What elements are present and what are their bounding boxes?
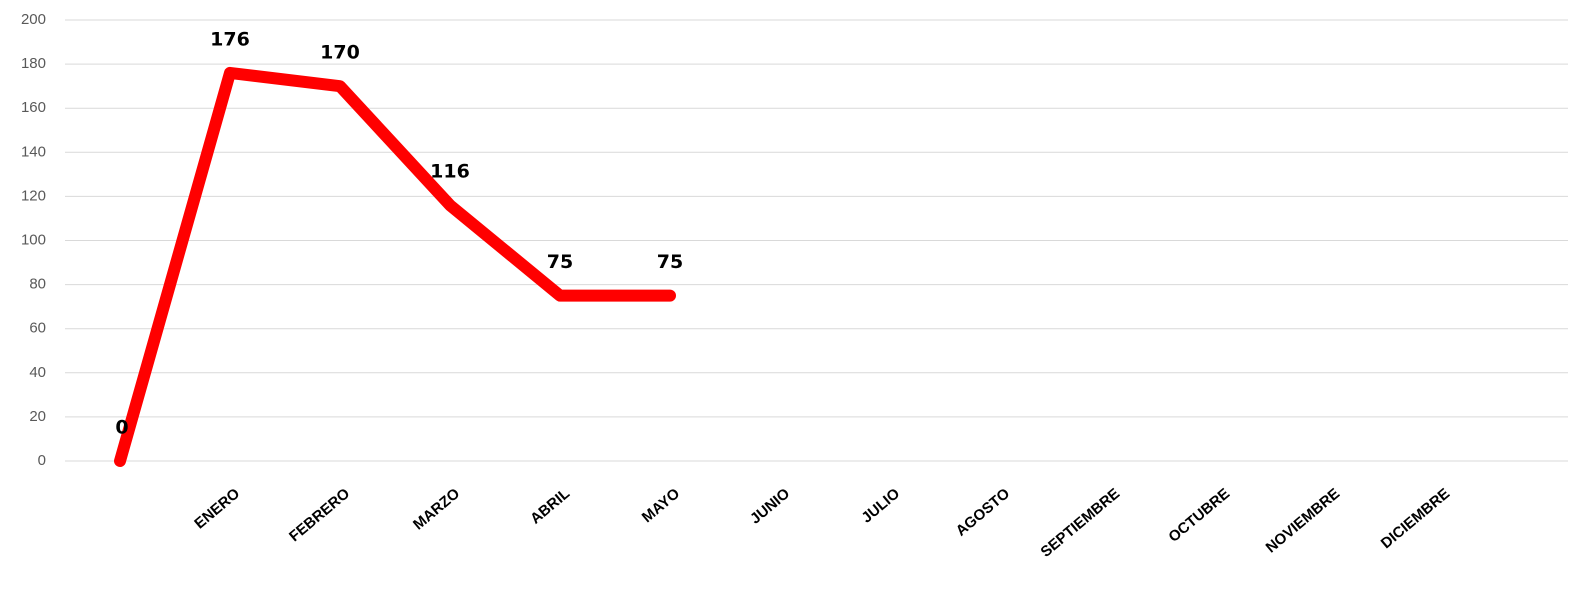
y-tick-label: 40 — [29, 364, 46, 381]
x-tick-label: SEPTIEMBRE — [1037, 485, 1123, 561]
x-tick-label: ENERO — [191, 485, 243, 533]
x-tick-label: MAYO — [639, 485, 684, 526]
y-tick-label: 200 — [21, 11, 46, 28]
y-tick-label: 180 — [21, 55, 46, 72]
y-tick-label: 100 — [21, 231, 46, 248]
data-label: 0 — [115, 417, 128, 439]
x-tick-label: NOVIEMBRE — [1263, 485, 1344, 556]
data-label: 75 — [657, 251, 683, 273]
y-tick-label: 160 — [21, 99, 46, 116]
data-line — [114, 66, 676, 467]
y-tick-label: 20 — [29, 408, 46, 425]
y-tick-label: 140 — [21, 143, 46, 160]
x-tick-label: ABRIL — [527, 485, 573, 527]
x-tick-label: OCTUBRE — [1165, 485, 1233, 546]
data-label: 116 — [430, 161, 470, 183]
x-tick-label: MARZO — [410, 485, 463, 534]
x-tick-label: AGOSTO — [953, 485, 1014, 540]
data-label: 170 — [320, 42, 360, 64]
y-tick-label: 80 — [29, 276, 46, 293]
x-tick-label: DICIEMBRE — [1378, 485, 1453, 552]
data-label: 75 — [547, 251, 573, 273]
x-tick-label: JULIO — [858, 485, 903, 527]
x-tick-label: JUNIO — [747, 485, 793, 528]
y-tick-label: 0 — [38, 452, 46, 469]
y-tick-label: 60 — [29, 320, 46, 337]
y-tick-label: 120 — [21, 187, 46, 204]
data-label: 176 — [210, 28, 250, 50]
x-tick-label: FEBRERO — [286, 485, 353, 545]
